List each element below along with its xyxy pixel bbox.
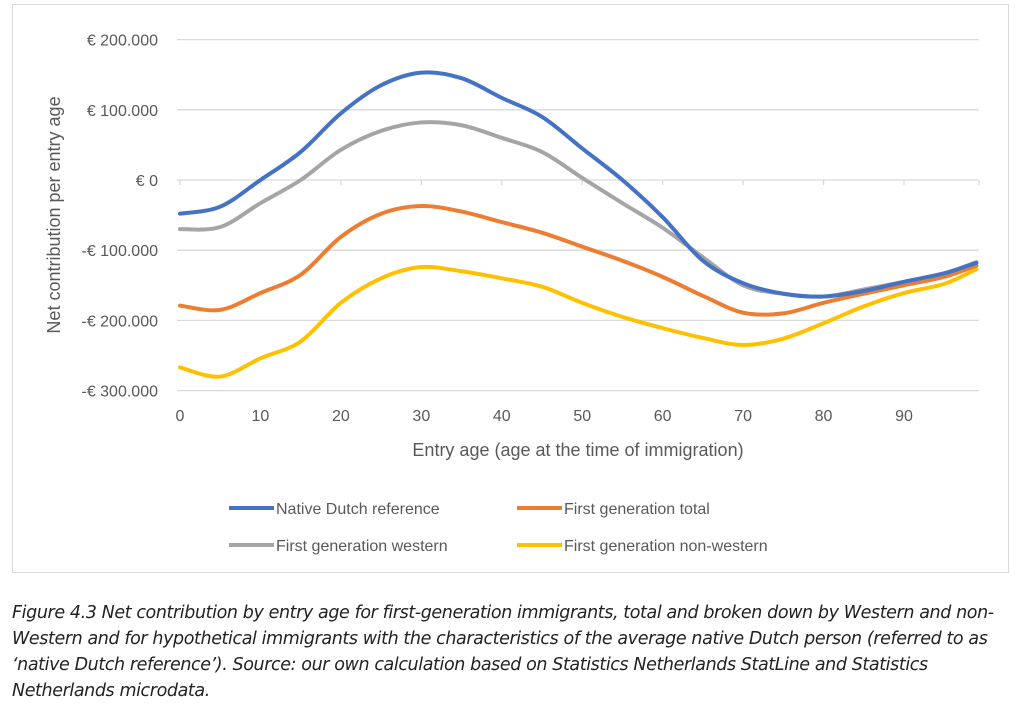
legend-label: First generation total [564,501,710,518]
legend-label: First generation non-western [564,538,768,555]
x-tick-label: 10 [252,408,270,425]
series-line-2 [178,120,979,299]
x-tick-label: 40 [493,408,511,425]
legend-label: Native Dutch reference [276,501,440,518]
series-line-3 [178,264,979,379]
x-tick-label: 30 [412,408,430,425]
y-tick-label: € 0 [136,173,158,190]
y-tick-label: -€ 300.000 [81,384,158,401]
x-tick-label: 70 [734,408,752,425]
x-tick-label: 90 [895,408,913,425]
figure-caption: Figure 4.3 Net contribution by entry age… [12,603,994,701]
y-tick-label: -€ 200.000 [81,313,158,330]
x-tick-label: 60 [654,408,672,425]
y-tick-label: € 100.000 [87,103,158,120]
legend-label: First generation western [276,538,448,555]
y-axis-label: Net contribution per entry age [44,96,64,333]
series-line-0 [178,70,979,299]
chart-frame [12,4,1009,573]
x-tick-label: 20 [332,408,350,425]
x-tick-label: 50 [573,408,591,425]
x-tick-label: 0 [176,408,185,425]
series-line-1 [178,203,979,317]
y-tick-label: -€ 100.000 [81,243,158,260]
x-tick-label: 80 [815,408,833,425]
y-tick-label: € 200.000 [87,33,158,50]
x-axis-label: Entry age (age at the time of immigratio… [412,440,743,460]
